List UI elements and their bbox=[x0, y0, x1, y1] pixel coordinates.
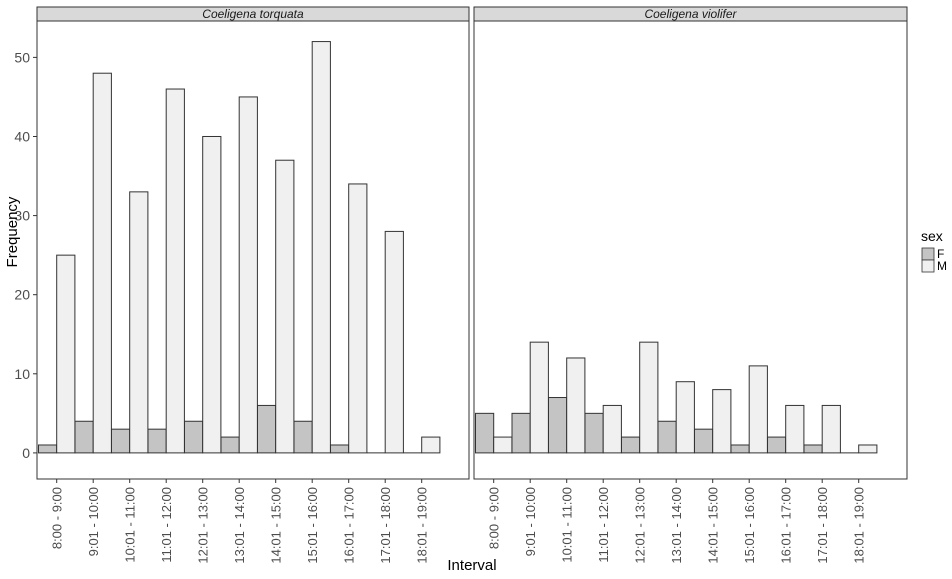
bar bbox=[712, 389, 732, 454]
facet-title: Coeligena torquata bbox=[202, 7, 304, 21]
y-tick-label: 50 bbox=[14, 49, 30, 65]
bar bbox=[257, 404, 277, 454]
x-tick-label: 9:01 - 10:00 bbox=[523, 487, 538, 556]
bar bbox=[821, 404, 841, 454]
x-tick-label: 18:01 - 19:00 bbox=[852, 487, 867, 564]
x-tick-label: 15:01 - 16:00 bbox=[305, 487, 320, 564]
bar bbox=[384, 230, 404, 454]
bar bbox=[675, 381, 695, 454]
bar bbox=[165, 88, 185, 454]
y-tick-label: 30 bbox=[14, 208, 30, 224]
bar bbox=[220, 436, 240, 454]
bar bbox=[111, 428, 131, 454]
legend: sex F M bbox=[921, 228, 947, 273]
y-tick-label: 20 bbox=[14, 287, 30, 303]
bar bbox=[584, 412, 604, 454]
bar bbox=[566, 357, 586, 454]
bar bbox=[858, 444, 878, 454]
bar bbox=[730, 444, 750, 454]
bar bbox=[129, 191, 149, 454]
x-tick-label: 8:00 - 9:00 bbox=[487, 487, 502, 549]
bar bbox=[92, 72, 112, 454]
bar bbox=[511, 412, 531, 454]
bar bbox=[803, 444, 823, 454]
bar bbox=[238, 96, 258, 454]
bar bbox=[657, 420, 677, 454]
bar bbox=[311, 41, 331, 454]
x-tick-label: 14:01 - 15:00 bbox=[706, 487, 721, 564]
bar bbox=[348, 183, 368, 454]
bar bbox=[639, 341, 659, 454]
y-tick-label: 10 bbox=[14, 366, 30, 382]
x-tick-label: 17:01 - 18:00 bbox=[815, 487, 830, 564]
y-axis-title: Frequency bbox=[4, 196, 21, 267]
bar bbox=[56, 254, 76, 454]
bar bbox=[493, 436, 513, 454]
x-axis-title: Interval bbox=[447, 557, 496, 574]
x-tick-label: 16:01 - 17:00 bbox=[779, 487, 794, 564]
legend-label-m: M bbox=[937, 259, 947, 273]
bar bbox=[184, 420, 204, 454]
x-tick-label: 11:01 - 12:00 bbox=[159, 487, 174, 563]
bar bbox=[330, 444, 350, 454]
legend-swatch-f bbox=[921, 247, 935, 261]
bar bbox=[694, 428, 714, 454]
legend-swatch-m bbox=[921, 259, 935, 273]
x-tick-label: 8:00 - 9:00 bbox=[50, 487, 65, 549]
legend-label-f: F bbox=[937, 247, 944, 261]
x-tick-label: 16:01 - 17:00 bbox=[342, 487, 357, 564]
bar bbox=[275, 159, 295, 454]
x-tick-label: 12:01 - 13:00 bbox=[196, 487, 211, 564]
x-tick-label: 10:01 - 11:00 bbox=[560, 487, 575, 563]
bar bbox=[548, 397, 568, 454]
bar bbox=[748, 365, 768, 454]
y-tick-label: 40 bbox=[14, 128, 30, 144]
x-tick-label: 18:01 - 19:00 bbox=[415, 487, 430, 564]
bar bbox=[74, 420, 94, 454]
x-tick-label: 15:01 - 16:00 bbox=[742, 487, 757, 564]
bar bbox=[421, 436, 441, 454]
bar bbox=[602, 404, 622, 454]
bar bbox=[621, 436, 641, 454]
x-tick-label: 13:01 - 14:00 bbox=[669, 487, 684, 564]
bar bbox=[475, 412, 495, 454]
bar bbox=[785, 404, 805, 454]
x-tick-label: 14:01 - 15:00 bbox=[269, 487, 284, 564]
x-tick-label: 11:01 - 12:00 bbox=[596, 487, 611, 563]
bar bbox=[293, 420, 313, 454]
chart-panels: Coeligena torquata 8:00 - 9:00 9:01 - 10:0… bbox=[14, 6, 908, 564]
x-tick-label: 10:01 - 11:00 bbox=[123, 487, 138, 563]
facet-panel-2: Coeligena violifer 8:00 - 9:00 9:01 - 10:0… bbox=[473, 6, 908, 564]
panel-border bbox=[36, 20, 470, 480]
x-tick-label: 17:01 - 18:00 bbox=[378, 487, 393, 564]
x-tick-label: 12:01 - 13:00 bbox=[633, 487, 648, 564]
facet-panel-1: Coeligena torquata 8:00 - 9:00 9:01 - 10:0… bbox=[36, 6, 470, 564]
bar bbox=[147, 428, 167, 454]
bar bbox=[38, 444, 58, 454]
x-tick-label: 13:01 - 14:00 bbox=[232, 487, 247, 564]
bar bbox=[767, 436, 787, 454]
y-axis: 0 10 20 30 40 50 bbox=[14, 49, 37, 461]
facet-title: Coeligena violifer bbox=[644, 7, 737, 21]
y-tick-label: 0 bbox=[22, 445, 30, 461]
bar bbox=[202, 135, 222, 454]
legend-title: sex bbox=[921, 228, 943, 244]
panel-border bbox=[473, 20, 908, 480]
x-tick-label: 9:01 - 10:00 bbox=[86, 487, 101, 556]
bar bbox=[529, 341, 549, 454]
